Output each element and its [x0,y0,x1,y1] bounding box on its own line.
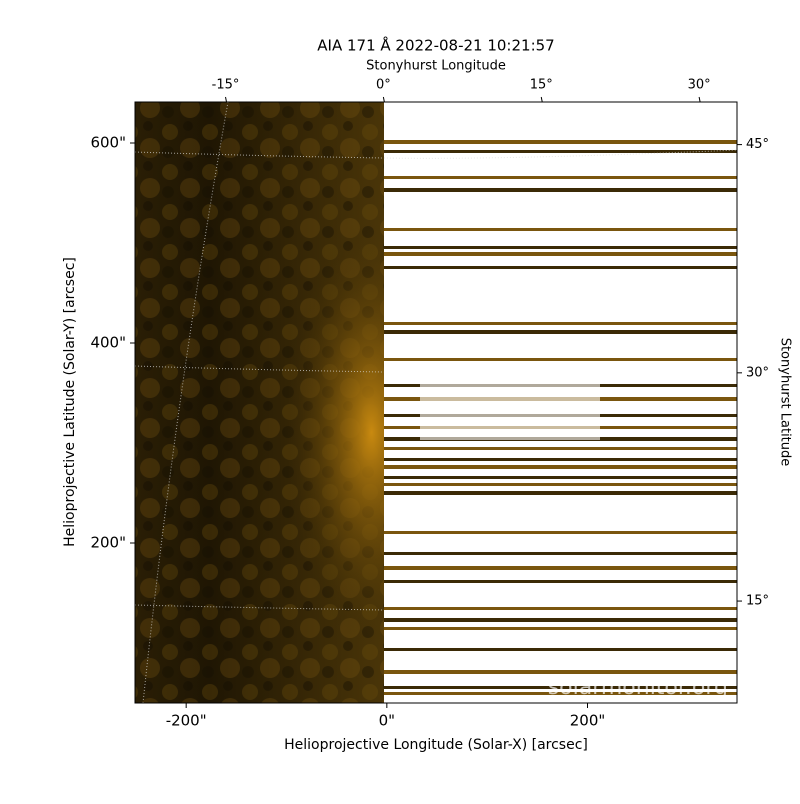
x2-tick-label: 15° [530,78,553,93]
image-stripe [384,322,737,325]
chart-title: AIA 171 Å 2022-08-21 10:21:57 [317,36,554,55]
image-stripe [384,627,737,630]
image-stripe [384,607,737,610]
image-stripe [384,670,737,674]
image-stripe [384,476,737,479]
image-stripe [384,580,737,583]
image-stripe [384,150,737,153]
x-tick-label: 0" [379,712,395,730]
x2-tick [698,96,701,103]
image-stripe [384,552,737,555]
image-stripe [384,252,737,256]
x2-tick [540,96,543,103]
image-stripe [384,330,737,334]
plot-frame [134,101,738,704]
y2-tick-label: 30° [746,365,769,380]
solar-image [135,102,737,703]
x-label: Helioprojective Longitude (Solar-X) [arc… [284,737,588,753]
bright-region [420,380,600,440]
image-stripe [384,188,737,192]
x-tick-label: -200" [166,712,207,730]
image-stripe [384,228,737,231]
y-tick-label: 600" [90,134,126,152]
image-stripe [384,176,737,179]
x-tick-label: 200" [570,712,606,730]
y-tick-label: 200" [90,534,126,552]
image-stripe [384,458,737,461]
x2-tick-label: -15° [212,78,240,93]
image-stripe [384,491,737,495]
y2-label: Stonyhurst Latitude [778,338,793,467]
image-stripe [384,648,737,651]
image-stripe [384,266,737,269]
x2-label: Stonyhurst Longitude [366,59,506,74]
x2-tick [382,96,385,103]
image-stripe [384,447,737,450]
x2-tick [225,96,228,103]
y-label: Helioprojective Latitude (Solar-Y) [arcs… [62,257,78,547]
y-tick-label: 400" [90,334,126,352]
watermark: solarmonitor.org [548,675,728,700]
image-stripe [384,686,737,689]
x2-tick-label: 30° [688,78,711,93]
y2-tick-label: 45° [746,137,769,152]
image-stripe [384,246,737,249]
image-stripe [384,465,737,469]
y2-tick-label: 15° [746,594,769,609]
image-stripe [384,483,737,486]
image-stripe [384,140,737,144]
image-stripe [384,566,737,570]
image-stripe [384,358,737,361]
image-stripe [384,618,737,622]
image-stripe [384,692,737,695]
image-stripe [384,531,737,534]
x2-tick-label: 0° [376,78,391,93]
